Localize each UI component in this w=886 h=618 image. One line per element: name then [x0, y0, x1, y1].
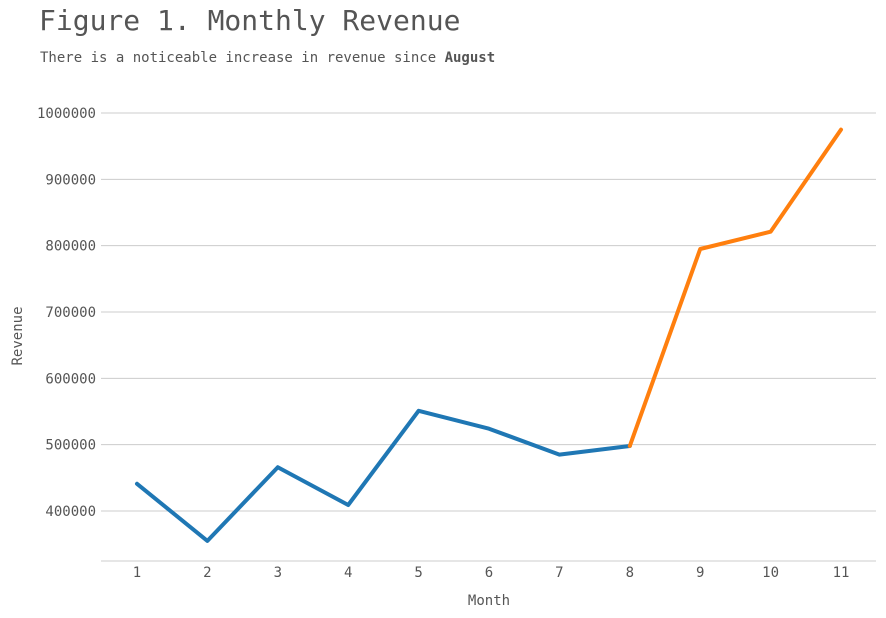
x-tick-5: 5 [414, 565, 422, 581]
subtitle-text: There is a noticeable increase in revenu… [40, 50, 445, 66]
x-tick-4: 4 [344, 565, 352, 581]
x-tick-3: 3 [274, 565, 282, 581]
x-tick-2: 2 [203, 565, 211, 581]
y-axis-label: Revenue [10, 306, 26, 365]
x-tick-9: 9 [696, 565, 704, 581]
chart-title-text: Figure 1. Monthly Revenue [39, 4, 461, 37]
x-tick-10: 10 [762, 565, 779, 581]
chart-subtitle: There is a noticeable increase in revenu… [40, 50, 495, 66]
series-line-2 [627, 127, 843, 448]
y-tick-400000: 400000 [45, 504, 96, 520]
chart-title: Figure 1. Monthly Revenue [39, 4, 460, 37]
y-tick-1000000: 1000000 [37, 106, 96, 122]
x-tick-11: 11 [833, 565, 850, 581]
y-tick-labels: 400000 500000 600000 700000 800000 900000 1000… [37, 106, 96, 520]
x-tick-8: 8 [626, 565, 634, 581]
y-tick-500000: 500000 [45, 438, 96, 454]
y-tick-600000: 600000 [45, 371, 96, 387]
x-axis-label: Month [468, 593, 510, 609]
gridlines [101, 112, 876, 512]
x-tick-1: 1 [133, 565, 141, 581]
series-lines [135, 127, 843, 543]
y-tick-700000: 700000 [45, 305, 96, 321]
y-tick-900000: 900000 [45, 172, 96, 188]
subtitle-emphasis: August [444, 50, 496, 66]
x-tick-6: 6 [485, 565, 493, 581]
y-tick-800000: 800000 [45, 239, 96, 255]
x-tick-7: 7 [555, 565, 563, 581]
series-line-1 [135, 408, 632, 543]
x-tick-labels: 1 2 3 4 5 6 7 8 9 10 11 [133, 565, 850, 581]
